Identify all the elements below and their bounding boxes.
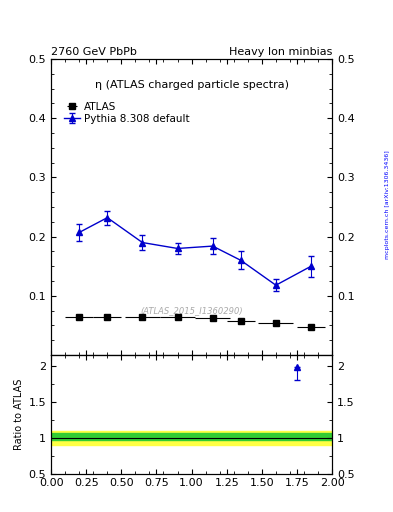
Text: η (ATLAS charged particle spectra): η (ATLAS charged particle spectra) <box>95 79 288 90</box>
Text: mcplots.cern.ch [arXiv:1306.3436]: mcplots.cern.ch [arXiv:1306.3436] <box>385 151 389 259</box>
Y-axis label: Ratio to ATLAS: Ratio to ATLAS <box>15 379 24 450</box>
Text: Heavy Ion minbias: Heavy Ion minbias <box>229 48 332 57</box>
Bar <box>51 433 332 440</box>
Bar <box>51 431 332 445</box>
Text: 2760 GeV PbPb: 2760 GeV PbPb <box>51 48 137 57</box>
Legend: ATLAS, Pythia 8.308 default: ATLAS, Pythia 8.308 default <box>62 100 191 126</box>
Text: (ATLAS_2015_I1360290): (ATLAS_2015_I1360290) <box>140 306 243 315</box>
